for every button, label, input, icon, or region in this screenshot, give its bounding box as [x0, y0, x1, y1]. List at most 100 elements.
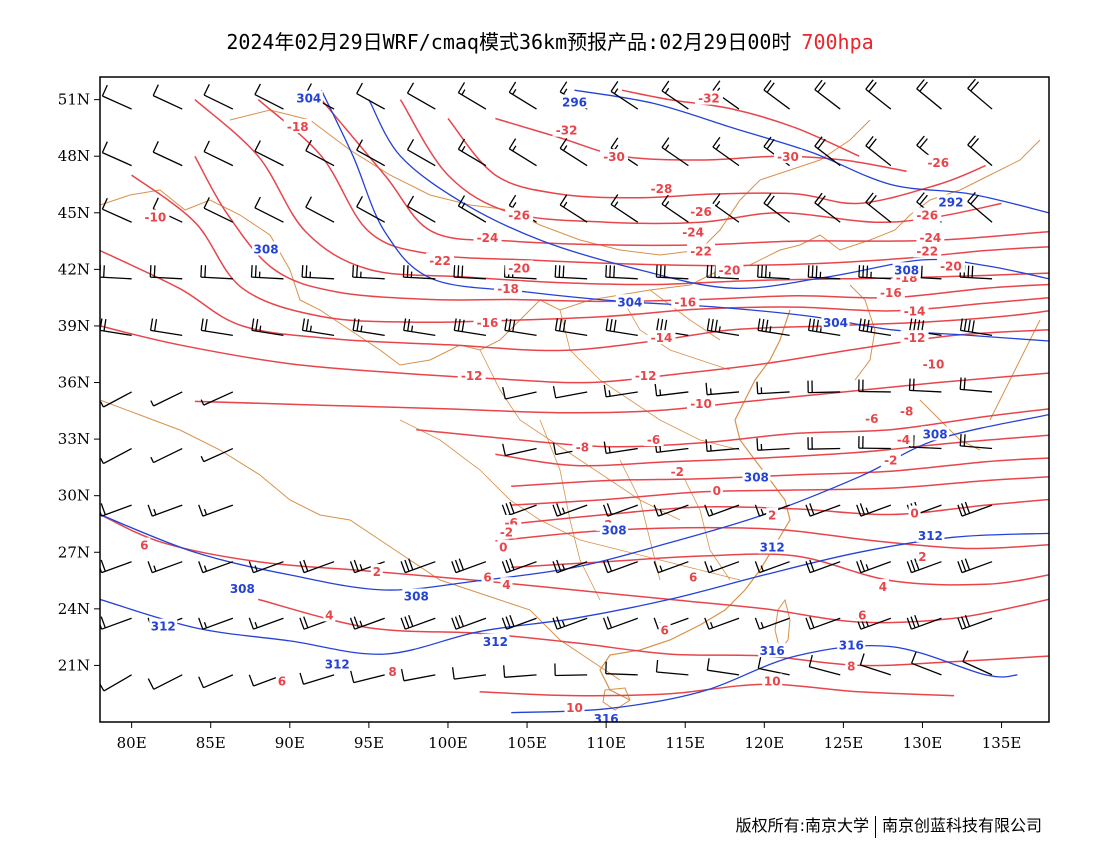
wind-barb — [654, 383, 689, 397]
wind-barb — [661, 137, 689, 167]
geopotential-labels: 304 296 292 308 308 304 304 308 308 308 312 312 308 3… — [149, 90, 965, 722]
wind-barb — [100, 559, 132, 574]
wind-barb — [502, 387, 537, 400]
copyright-right: 南京创蓝科技有限公司 — [881, 816, 1042, 835]
isotherm-label: -22 — [690, 244, 712, 258]
wind-barb — [757, 318, 790, 337]
axis-ticks: 80E 85E 90E 95E 100E 105E 110E 115E 120E 125E 130E… — [58, 91, 1022, 752]
isotherm-line — [511, 498, 1049, 525]
isotherm-label: -8 — [900, 405, 913, 419]
wind-barb — [807, 318, 841, 337]
wind-barb — [552, 616, 588, 630]
geopotential-label: 296 — [562, 95, 587, 109]
wind-barb — [100, 447, 132, 465]
wind-barb — [605, 318, 638, 337]
wind-barb — [756, 381, 790, 395]
isotherm-line — [257, 99, 1049, 267]
isotherm-label: 2 — [918, 550, 926, 564]
isotherm-line — [416, 408, 1049, 448]
isotherm-label-bg — [564, 699, 585, 714]
geopotential-label-bg — [600, 522, 629, 537]
isotherm-label: -10 — [690, 397, 712, 411]
geopotential-label: 308 — [404, 590, 429, 604]
geopotential-label-bg — [821, 315, 850, 330]
wind-barb — [858, 436, 891, 450]
wind-barb — [251, 318, 284, 337]
isotherm-label: -22 — [429, 254, 451, 268]
geopotential-label-bg — [323, 656, 352, 671]
wind-barb — [147, 561, 183, 574]
wind-barb — [962, 650, 993, 676]
isotherm-label-bg — [694, 90, 723, 105]
wind-barb — [254, 83, 284, 110]
wind-barb — [400, 668, 436, 682]
wind-barb — [754, 617, 790, 630]
isotherm-line — [131, 174, 1049, 324]
wind-barb — [959, 433, 993, 450]
wind-barbs — [100, 78, 993, 692]
isotherm-label-bg — [679, 224, 708, 239]
wind-barb — [349, 616, 385, 630]
geopotential-label-bg — [742, 469, 771, 484]
geopotential-label: 292 — [938, 195, 963, 209]
isotherm-label-bg — [766, 507, 779, 522]
isotherm-label-bg — [500, 577, 513, 592]
isotherm-label-bg — [138, 537, 151, 552]
wind-barb — [814, 79, 841, 110]
isotherm-label-bg — [647, 330, 676, 345]
isotherm-label: 4 — [879, 580, 887, 594]
wind-barb — [865, 135, 892, 167]
isotherm-label: -22 — [916, 244, 938, 258]
isotherm-line — [447, 118, 986, 205]
wind-barb — [807, 265, 841, 280]
wind-barb — [254, 196, 284, 223]
isotherm-label-bg — [600, 149, 629, 164]
wind-barb — [908, 378, 942, 393]
geopotential-label: 312 — [760, 540, 785, 554]
wind-barb — [756, 438, 790, 451]
geopotential-label-bg — [916, 528, 945, 543]
boundary-layer — [100, 109, 1041, 711]
isotherm-line — [100, 325, 1049, 384]
wind-barb — [967, 78, 993, 110]
wind-barb — [704, 561, 740, 574]
geopotential-label-bg — [481, 633, 510, 648]
isotherm-label: 6 — [660, 623, 668, 637]
isotherm-label-bg — [494, 281, 523, 296]
isotherm-label-bg — [643, 431, 664, 446]
geopotential-label-bg — [758, 539, 787, 554]
isotherm-label-bg — [457, 367, 486, 382]
isotherm-line — [194, 372, 1049, 414]
geopotential-label: 312 — [918, 529, 943, 543]
wind-barb — [661, 193, 689, 223]
lat-tick-label: 51N — [58, 91, 90, 109]
isotherm-line — [479, 683, 955, 697]
province-lines — [399, 289, 741, 601]
wind-barb — [661, 80, 689, 110]
isotherm-line — [100, 513, 1049, 624]
isotherm-label: -16 — [674, 295, 696, 309]
isotherm-label-bg — [900, 330, 929, 345]
wind-barb — [198, 504, 234, 517]
isotherm-label-bg — [936, 258, 965, 273]
wind-barb — [101, 141, 132, 167]
isotherm-label-bg — [631, 367, 660, 382]
wind-barb — [406, 138, 436, 167]
geopotential-label: 316 — [839, 639, 864, 653]
lat-tick-label: 42N — [58, 260, 90, 278]
wind-barb — [959, 377, 993, 393]
wind-barb — [602, 503, 638, 517]
isotherm-label-bg — [913, 243, 942, 258]
wind-barb — [457, 138, 487, 167]
wind-barb — [406, 82, 436, 110]
footer-separator — [874, 815, 876, 838]
isotherm-label: 8 — [388, 665, 396, 679]
wind-barb — [712, 136, 740, 167]
wind-barb — [805, 503, 841, 517]
lat-tick-label: 36N — [58, 374, 90, 392]
wind-barb — [356, 82, 386, 110]
wind-barb — [503, 665, 537, 678]
isotherm-label-bg — [552, 122, 581, 137]
wind-barb — [457, 195, 487, 223]
isotherm-label: -30 — [777, 150, 799, 164]
